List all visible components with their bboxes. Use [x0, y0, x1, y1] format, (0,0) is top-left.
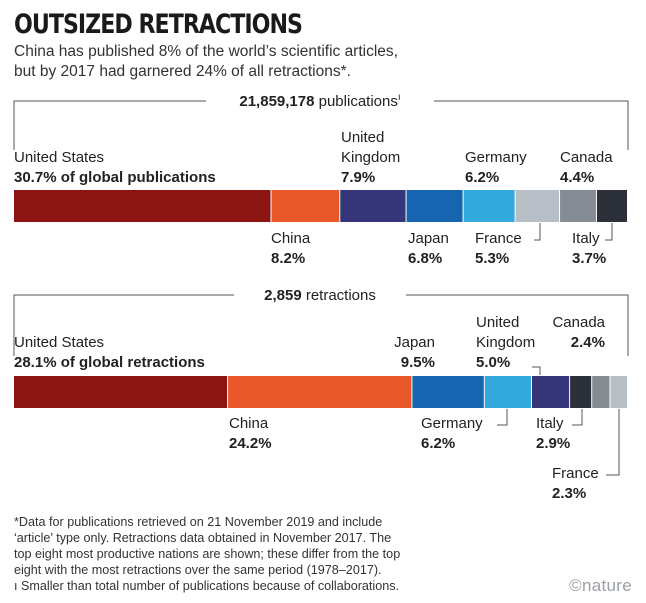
bracket-right	[434, 100, 629, 150]
label-united-states: United States 30.7% of global publication…	[14, 149, 216, 186]
label-france: France 2.3%	[552, 409, 620, 502]
value-label: 3.7%	[572, 250, 606, 267]
value-label: 6.2%	[465, 169, 499, 186]
bar-japan	[412, 376, 484, 408]
total-heading: 2,859 retractions	[264, 287, 376, 304]
total-footnote-mark: ı	[398, 92, 401, 103]
value-label: 6.8%	[408, 250, 442, 267]
bracket-left	[13, 294, 234, 356]
label-united-states: United States 28.1% of global retractions	[14, 334, 205, 371]
bar-canada	[560, 190, 596, 222]
category-name: France	[552, 465, 599, 482]
chart-retractions: 2,859 retractions United States 28.1% of g…	[13, 287, 629, 502]
bar-china	[271, 190, 340, 222]
category-name: Kingdom	[476, 334, 535, 351]
value-label: 9.5%	[401, 354, 435, 371]
category-name: United	[341, 129, 384, 146]
value-label: 30.7% of global publications	[14, 169, 216, 186]
value-label: 7.9%	[341, 169, 375, 186]
category-name: Canada	[552, 314, 605, 331]
bar-italy	[596, 190, 627, 222]
bracket-right	[406, 294, 629, 356]
label-italy: Italy 3.7%	[572, 223, 613, 267]
value-label: 28.1% of global retractions	[14, 354, 205, 371]
stacked-bar-charts: 21,859,178 publicationsı United States 30.…	[13, 92, 629, 502]
leader-line	[605, 223, 613, 241]
category-name: United States	[14, 334, 104, 351]
leader-line	[572, 409, 583, 426]
leader-line	[532, 366, 541, 375]
value-label: 5.0%	[476, 354, 510, 371]
leader-line	[534, 223, 541, 241]
category-name: China	[271, 230, 311, 247]
bar-france	[610, 376, 627, 408]
label-china: China 24.2%	[229, 415, 272, 452]
total-heading: 21,859,178 publicationsı	[239, 92, 400, 110]
bar-canada	[592, 376, 610, 408]
subtitle-line-2: but by 2017 had garnered 24% of all retr…	[14, 63, 351, 80]
bar-china	[228, 376, 412, 408]
label-united-kingdom: United Kingdom 7.9%	[341, 129, 400, 186]
chart-title: OUTSIZED RETRACTIONS	[14, 9, 303, 40]
label-canada: Canada 2.4%	[552, 314, 605, 351]
subtitle-line-1: China has published 8% of the world’s sc…	[14, 43, 398, 60]
category-name: Germany	[465, 149, 527, 166]
value-label: 24.2%	[229, 435, 272, 452]
category-name: Japan	[408, 230, 449, 247]
footnote-line-1: *Data for publications retrieved on 21 N…	[14, 515, 383, 529]
label-china: China 8.2%	[271, 230, 311, 267]
label-france: France 5.3%	[475, 223, 541, 267]
chart-subtitle: China has published 8% of the world’s sc…	[14, 42, 398, 82]
bar-france	[515, 190, 560, 222]
category-name: France	[475, 230, 522, 247]
total-label: retractions	[302, 287, 376, 304]
nature-logo: ©nature	[569, 576, 632, 595]
category-name: Italy	[536, 415, 564, 432]
category-name: Italy	[572, 230, 600, 247]
category-name: Japan	[394, 334, 435, 351]
bar-united-kingdom	[340, 190, 406, 222]
label-germany: Germany 6.2%	[465, 149, 527, 186]
bar-united-states	[14, 376, 228, 408]
total-value: 2,859	[264, 287, 302, 304]
footnote-line-2: ‘article’ type only. Retractions data ob…	[14, 531, 392, 545]
label-germany: Germany 6.2%	[421, 409, 508, 452]
bracket-left	[13, 100, 206, 150]
value-label: 2.9%	[536, 435, 570, 452]
leader-line	[606, 409, 620, 476]
label-united-kingdom: United Kingdom 5.0%	[476, 314, 541, 375]
total-label: publications	[314, 93, 397, 110]
value-label: 4.4%	[560, 169, 594, 186]
bar-italy	[570, 376, 592, 408]
label-italy: Italy 2.9%	[536, 409, 583, 452]
category-name: Canada	[560, 149, 613, 166]
category-name: United	[476, 314, 519, 331]
value-label: 2.4%	[571, 334, 605, 351]
total-value: 21,859,178	[239, 93, 314, 110]
category-name: China	[229, 415, 269, 432]
label-japan: Japan 6.8%	[408, 230, 449, 267]
bar-germany	[484, 376, 532, 408]
footnote: *Data for publications retrieved on 21 N…	[14, 514, 534, 594]
bar-united-states	[14, 190, 271, 222]
bar-united-kingdom	[532, 376, 570, 408]
chart-publications: 21,859,178 publicationsı United States 30.…	[13, 92, 629, 267]
value-label: 2.3%	[552, 485, 586, 502]
bar-japan	[406, 190, 463, 222]
value-label: 6.2%	[421, 435, 455, 452]
leader-line	[497, 409, 508, 426]
bar-germany	[463, 190, 515, 222]
category-name: United States	[14, 149, 104, 166]
category-name: Germany	[421, 415, 483, 432]
footnote-line-4: eight with the most retractions over the…	[14, 563, 382, 577]
footnote-line-5: ı Smaller than total number of publicati…	[14, 579, 400, 593]
value-label: 5.3%	[475, 250, 509, 267]
category-name: Kingdom	[341, 149, 400, 166]
label-japan: Japan 9.5%	[394, 334, 435, 371]
footnote-line-3: top eight most productive nations are sh…	[14, 547, 401, 561]
value-label: 8.2%	[271, 250, 305, 267]
label-canada: Canada 4.4%	[560, 149, 613, 186]
